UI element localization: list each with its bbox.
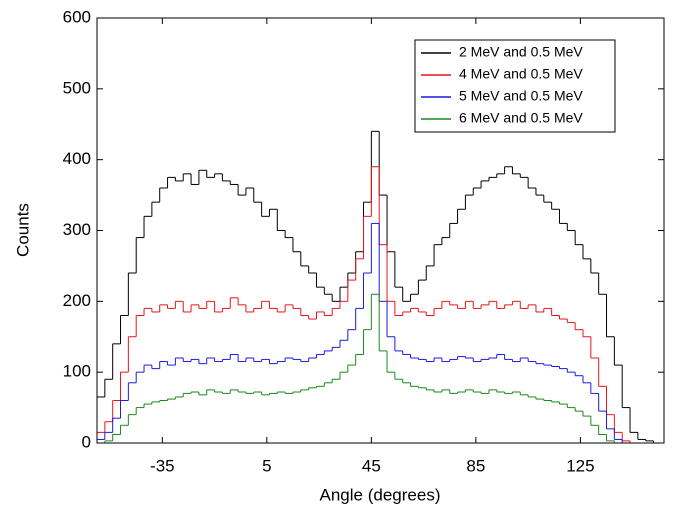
- x-tick-label: 5: [262, 456, 271, 475]
- y-tick-label: 100: [63, 362, 91, 381]
- x-tick-label: 85: [466, 456, 485, 475]
- legend-label: 2 MeV and 0.5 MeV: [459, 44, 583, 60]
- series: [97, 166, 662, 444]
- legend-box: [414, 39, 616, 133]
- x-tick-label: -35: [150, 456, 175, 475]
- y-tick-label: 0: [82, 432, 91, 451]
- plot-frame: [96, 17, 665, 444]
- y-tick-label: 400: [63, 149, 91, 168]
- series: [97, 222, 662, 444]
- x-tick-label: 45: [362, 456, 381, 475]
- legend-label: 5 MeV and 0.5 MeV: [459, 88, 583, 104]
- series: [97, 293, 662, 444]
- y-tick-label: 200: [63, 291, 91, 310]
- x-axis-label: Angle (degrees): [320, 485, 441, 504]
- legend-label: 4 MeV and 0.5 MeV: [459, 66, 583, 82]
- y-axis-label: Counts: [13, 203, 32, 257]
- y-tick-label: 300: [63, 220, 91, 239]
- x-tick-label: 125: [566, 456, 594, 475]
- y-tick-label: 600: [63, 7, 91, 26]
- legend-label: 6 MeV and 0.5 MeV: [459, 110, 583, 126]
- series: [97, 130, 662, 444]
- y-tick-label: 500: [63, 78, 91, 97]
